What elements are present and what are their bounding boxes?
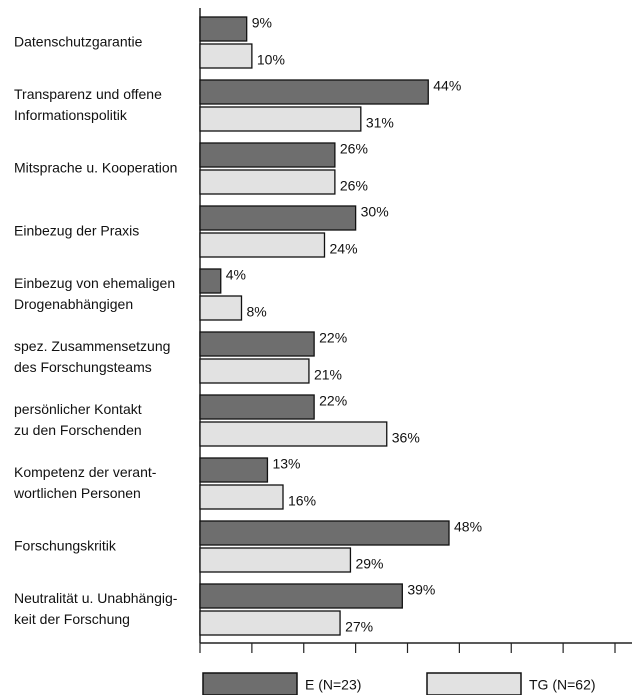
value-label: 26% xyxy=(340,141,368,157)
bar xyxy=(199,484,284,510)
value-label: 13% xyxy=(272,456,300,472)
value-label: 8% xyxy=(247,304,267,320)
bar xyxy=(199,268,222,294)
value-label: 27% xyxy=(345,619,373,635)
bar xyxy=(199,547,352,573)
bar xyxy=(199,358,310,384)
bar xyxy=(199,142,336,168)
value-label: 39% xyxy=(407,582,435,598)
bar xyxy=(199,583,403,609)
category-label: Kompetenz der verant- wortlichen Persone… xyxy=(14,464,157,501)
legend-label: TG (N=62) xyxy=(529,677,596,693)
legend-label: E (N=23) xyxy=(305,677,361,693)
category-label: Einbezug von ehemaligen Drogenabhängigen xyxy=(14,275,176,312)
bar xyxy=(199,79,429,105)
value-label: 21% xyxy=(314,367,342,383)
category-label: Transparenz und offene Informationspolit… xyxy=(14,86,162,123)
value-label: 36% xyxy=(392,430,420,446)
value-label: 44% xyxy=(433,78,461,94)
legend-swatch xyxy=(426,672,522,695)
category-label: Neutralität u. Unabhängig- keit der Fors… xyxy=(14,590,178,627)
value-label: 22% xyxy=(319,393,347,409)
bar xyxy=(199,394,315,420)
category-label: Einbezug der Praxis xyxy=(14,222,140,239)
category-label: Mitsprache u. Kooperation xyxy=(14,159,178,176)
category-label: Datenschutzgarantie xyxy=(14,33,143,50)
value-label: 10% xyxy=(257,52,285,68)
category-label: persönlicher Kontakt zu den Forschenden xyxy=(14,401,142,438)
bar xyxy=(199,106,362,132)
value-label: 30% xyxy=(361,204,389,220)
bar xyxy=(199,43,253,69)
value-label: 31% xyxy=(366,115,394,131)
bar xyxy=(199,295,243,321)
legend-swatch xyxy=(202,672,298,695)
bar xyxy=(199,610,341,636)
value-label: 9% xyxy=(252,15,272,31)
value-label: 16% xyxy=(288,493,316,509)
bar xyxy=(199,520,450,546)
bar xyxy=(199,457,269,483)
category-label: Forschungskritik xyxy=(14,537,116,554)
value-label: 24% xyxy=(330,241,358,257)
bar xyxy=(199,331,315,357)
value-label: 4% xyxy=(226,267,246,283)
value-label: 29% xyxy=(355,556,383,572)
bar xyxy=(199,205,357,231)
bar xyxy=(199,232,326,258)
value-label: 48% xyxy=(454,519,482,535)
value-label: 26% xyxy=(340,178,368,194)
bar xyxy=(199,169,336,195)
bar xyxy=(199,421,388,447)
bar xyxy=(199,16,248,42)
category-label: spez. Zusammensetzung des Forschungsteam… xyxy=(14,338,171,375)
value-label: 22% xyxy=(319,330,347,346)
